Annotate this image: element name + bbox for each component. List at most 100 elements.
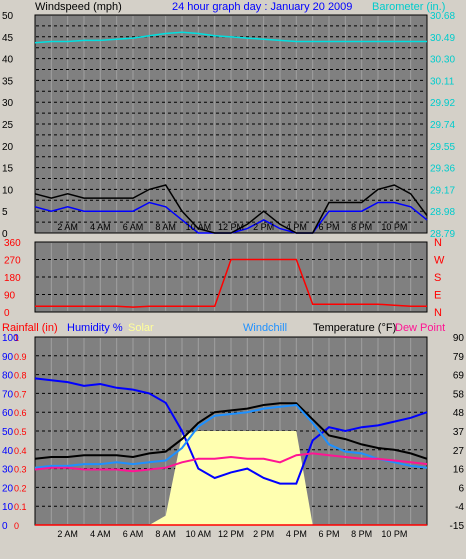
direction-tick: 180 [4,273,21,284]
series-layer [34,31,428,526]
time-label-top: 6 PM [318,222,339,232]
temperature-tick: 79 [453,352,465,363]
temperature-tick: 16 [453,465,465,476]
barometer-tick: 30.30 [430,55,455,66]
barometer-tick: 29.55 [430,142,455,153]
time-label-top: 6 AM [123,222,144,232]
barometer-tick: 29.74 [430,120,455,131]
panel1-barometer-label: Barometer (in.) [372,1,445,13]
humidity-tick: 100 [2,333,19,344]
time-label-bottom: 6 AM [123,529,144,539]
rain-tick: 0.1 [14,502,27,512]
humidity-tick: 20 [2,483,14,494]
dewpoint-label: Dew Point [395,322,445,334]
windspeed-tick: 20 [2,142,14,153]
rain-tick: 0.8 [14,371,27,381]
temperature-line [34,402,428,460]
chart-title: 24 hour graph day : January 20 2009 [172,1,352,13]
time-label-bottom: 8 PM [351,529,372,539]
humidity-tick: 40 [2,446,14,457]
time-label-bottom: 4 PM [286,529,307,539]
time-label-bottom: 8 AM [155,529,176,539]
temperature-tick: 48 [453,408,465,419]
windgust-line [34,184,428,234]
temperature-tick: 6 [458,483,464,494]
direction-line [35,258,427,308]
rain-tick: 0.3 [14,465,27,475]
humidity-tick: 30 [2,465,14,476]
humidity-tick: 10 [2,502,14,513]
temperature-tick: 27 [453,446,465,457]
direction-tick: 270 [4,256,21,267]
dewpoint-line [34,452,428,473]
humidity-label: Humidity % [67,322,123,334]
windspeed-tick: 40 [2,55,14,66]
humidity-tick: 0 [2,521,8,532]
panel1-windspeed-label: Windspeed (mph) [35,1,122,13]
humidity-tick: 80 [2,371,14,382]
time-label-top: 10 PM [381,222,407,232]
compass-tick: E [434,290,441,302]
rain-tick: 0.4 [14,446,27,456]
time-label-top: 8 PM [351,222,372,232]
windspeed-tick: 15 [2,164,14,175]
barometer-tick: 29.92 [430,98,455,109]
temperature-tick: 90 [453,333,465,344]
barometer-tick: 30.11 [430,76,455,87]
windspeed-tick: 10 [2,185,14,196]
humidity-tick: 90 [2,352,14,363]
rain-tick: 0.5 [14,427,27,437]
temperature-tick: -15 [450,521,465,532]
time-label-bottom: 2 PM [253,529,274,539]
compass-tick: S [434,272,441,284]
time-label-bottom: 10 PM [381,529,407,539]
time-label-top: 12 PM [218,222,244,232]
time-label-top: 10 AM [186,222,212,232]
rain-tick: 0.2 [14,483,27,493]
compass-tick: N [434,307,442,319]
time-label-bottom: 2 AM [57,529,78,539]
rain-tick: 0.6 [14,408,27,418]
time-label-top: 2 PM [253,222,274,232]
time-label-top: 8 AM [155,222,176,232]
rain-tick: 0.7 [14,389,27,399]
tick-labels: 0510152025303540455028.7928.9829.1729.36… [2,11,464,539]
barometer-tick: 29.36 [430,164,455,175]
windspeed-tick: 0 [2,229,8,240]
time-label-bottom: 12 PM [218,529,244,539]
time-label-bottom: 10 AM [186,529,212,539]
time-label-bottom: 4 AM [90,529,111,539]
time-label-bottom: 6 PM [318,529,339,539]
solar-area [35,431,427,525]
humidity-line [34,377,428,485]
windchill-line [34,403,428,469]
temperature-tick: 69 [453,371,465,382]
direction-tick: 360 [4,238,21,249]
barometer-tick: 28.98 [430,207,455,218]
compass-tick: N [434,237,442,249]
windspeed-tick: 50 [2,11,14,22]
windspeed-tick: 30 [2,98,14,109]
solar-layer [35,431,427,525]
temperature-tick: -4 [455,502,464,513]
windchill-label: Windchill [243,322,287,334]
barometer-tick: 30.68 [430,11,455,22]
solar-label: Solar [128,322,154,334]
humidity-tick: 70 [2,389,14,400]
time-label-top: 2 AM [57,222,78,232]
time-label-top: 4 PM [286,222,307,232]
rain-tick: 0.9 [14,352,27,362]
rainfall-label: Rainfall (in) [2,322,58,334]
humidity-tick: 50 [2,427,14,438]
compass-tick: W [434,255,445,267]
time-label-top: 4 AM [90,222,111,232]
barometer-tick: 28.79 [430,229,455,240]
temperature-tick: 37 [453,427,465,438]
rain-tick: 0 [14,521,19,531]
humidity-tick: 60 [2,408,14,419]
temperature-label: Temperature (°F) [313,322,396,334]
direction-tick: 0 [4,308,10,319]
windspeed-tick: 5 [2,207,8,218]
